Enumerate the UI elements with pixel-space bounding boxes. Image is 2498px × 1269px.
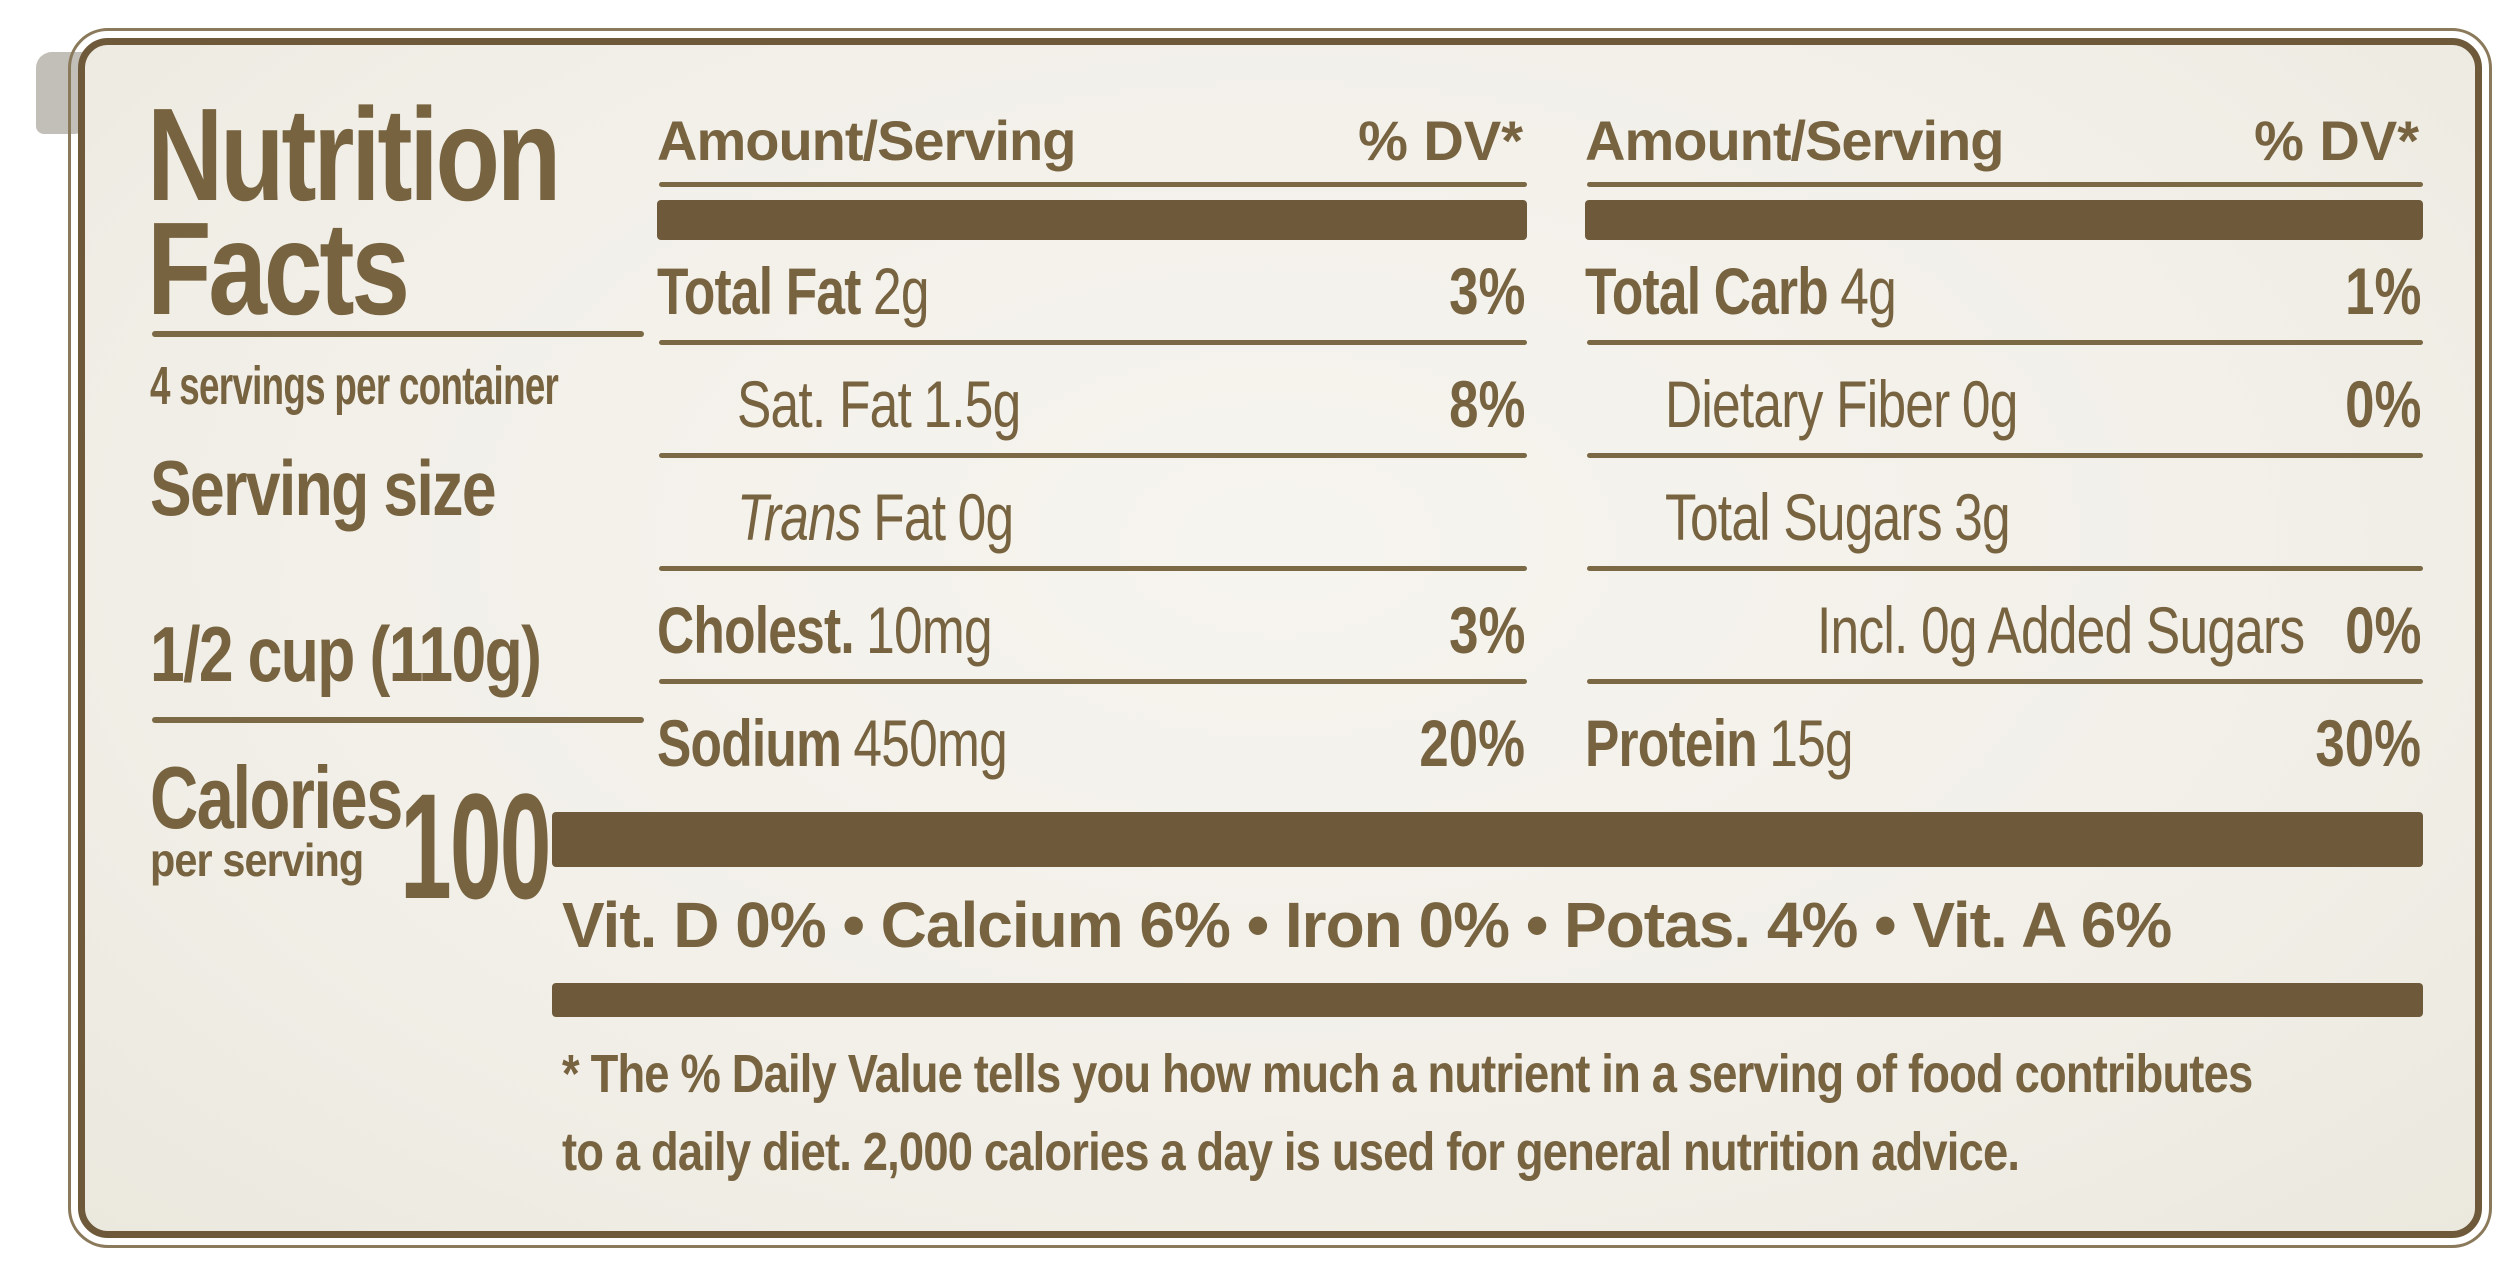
row-total-carb: Total Carb 4g 1% xyxy=(1585,254,2421,328)
header-bar xyxy=(657,200,1527,240)
micronutrients-line: Vit. D 0% • Calcium 6% • Iron 0% • Potas… xyxy=(562,889,2172,961)
row-total-fat: Total Fat 2g 3% xyxy=(657,254,1525,328)
servings-per-container: 4 servings per container xyxy=(150,356,559,416)
header-underline xyxy=(659,182,1527,187)
amount-serving-header: Amount/Serving xyxy=(1585,109,2004,172)
amount-serving-header: Amount/Serving xyxy=(657,109,1076,172)
micronutrients-bottom-bar xyxy=(552,983,2423,1017)
row-sat-fat: Sat. Fat 1.5g 8% xyxy=(737,367,1525,441)
row-divider xyxy=(659,340,1527,345)
calories-sublabel: per serving xyxy=(150,834,364,886)
row-added-sugars: Incl. 0g Added Sugars 0% xyxy=(1817,593,2421,667)
footnote-line2: to a daily diet. 2,000 calories a day is… xyxy=(562,1122,2020,1182)
header-underline xyxy=(1587,182,2423,187)
row-sodium: Sodium 450mg 20% xyxy=(657,706,1525,780)
row-protein: Protein 15g 30% xyxy=(1585,706,2421,780)
micronutrients-top-bar xyxy=(552,812,2423,867)
row-total-sugars: Total Sugars 3g xyxy=(1665,480,2011,554)
serving-size-value: 1/2 cup (110g) xyxy=(150,610,542,698)
serving-divider xyxy=(152,717,644,723)
serving-size-label: Serving size xyxy=(150,444,497,532)
row-divider xyxy=(1587,679,2423,684)
row-divider xyxy=(659,566,1527,571)
column-header-left: Amount/Serving % DV* xyxy=(657,100,1529,172)
dv-footnote: * The % Daily Value tells you how much a… xyxy=(562,1035,2498,1191)
row-cholesterol: Cholest. 10mg 3% xyxy=(657,593,1525,667)
row-trans-fat: Trans Fat 0g xyxy=(737,480,1014,554)
row-divider xyxy=(1587,566,2423,571)
panel-title-line1: Nutrition xyxy=(147,81,561,228)
row-divider xyxy=(659,679,1527,684)
footnote-line1: * The % Daily Value tells you how much a… xyxy=(562,1044,2253,1104)
row-divider xyxy=(1587,340,2423,345)
nutrition-facts-panel: Nutrition Facts 4 servings per container… xyxy=(68,28,2492,1248)
row-divider xyxy=(659,453,1527,458)
column-header-right: Amount/Serving % DV* xyxy=(1585,100,2425,172)
percent-dv-header: % DV* xyxy=(1358,109,1523,172)
row-divider xyxy=(1587,453,2423,458)
percent-dv-header: % DV* xyxy=(2254,109,2419,172)
title-divider xyxy=(152,331,644,337)
calories-value: 100 xyxy=(400,762,551,930)
calories-label: Calories xyxy=(150,748,403,847)
row-dietary-fiber: Dietary Fiber 0g 0% xyxy=(1665,367,2421,441)
panel-title-line2: Facts xyxy=(147,195,410,342)
header-bar xyxy=(1585,200,2423,240)
